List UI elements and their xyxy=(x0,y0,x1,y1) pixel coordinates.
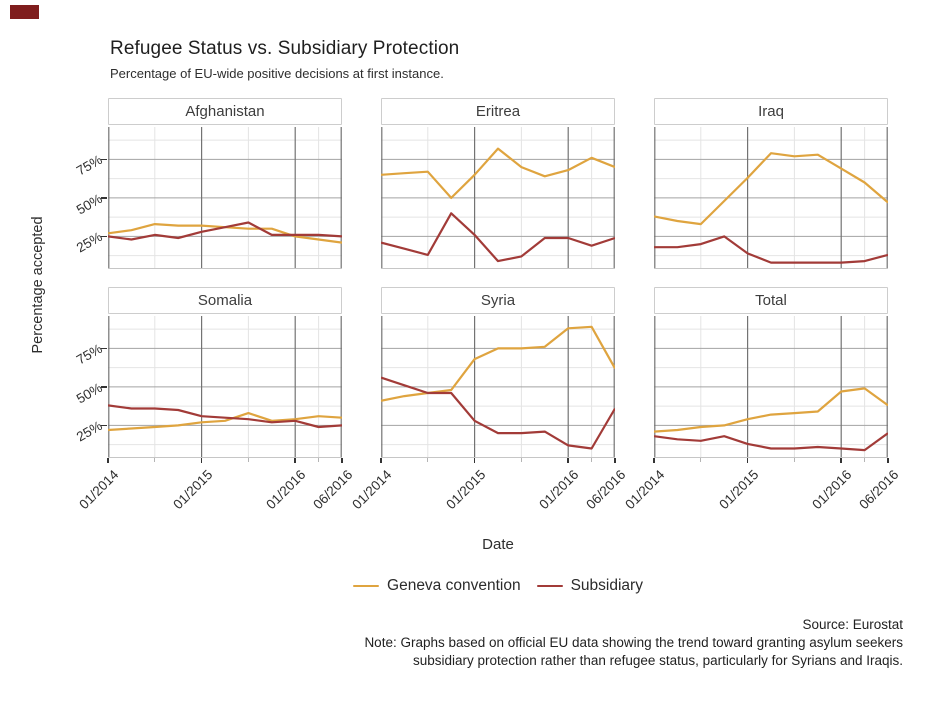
y-tick xyxy=(101,158,107,161)
facet-strip-afghanistan: Afghanistan xyxy=(108,98,342,125)
legend: Geneva convention Subsidiary xyxy=(108,577,888,595)
panel-axis-line xyxy=(654,457,888,458)
facet-strip-syria: Syria xyxy=(381,287,615,314)
line-geneva-somalia xyxy=(108,411,342,432)
x-tick-label: 06/2016 xyxy=(856,467,902,513)
x-minor-tick xyxy=(427,458,429,462)
legend-label-subsidiary: Subsidiary xyxy=(570,577,643,594)
panel-axis-line xyxy=(381,268,615,269)
panel-axis-line xyxy=(381,457,615,458)
x-tick-label: 01/2016 xyxy=(809,467,855,513)
legend-label-geneva: Geneva convention xyxy=(387,577,521,594)
line-subsidiary-syria xyxy=(381,376,615,450)
panel-axis-line xyxy=(654,268,888,269)
facet-panel-somalia xyxy=(108,316,342,457)
x-tick-label: 01/2015 xyxy=(443,467,489,513)
legend-swatch-subsidiary xyxy=(536,584,563,588)
legend-item-subsidiary: Subsidiary xyxy=(536,577,643,595)
x-tick-label: 01/2016 xyxy=(536,467,582,513)
x-minor-tick xyxy=(793,458,795,462)
y-tick-label: 50% xyxy=(73,190,105,218)
x-major-tick xyxy=(746,458,749,463)
y-tick-label: 25% xyxy=(73,229,105,256)
x-minor-tick xyxy=(700,458,702,462)
line-subsidiary-total xyxy=(654,432,888,452)
facet-strip-eritrea: Eritrea xyxy=(381,98,615,125)
x-axis-title: Date xyxy=(482,536,514,553)
facet-strip-total: Total xyxy=(654,287,888,314)
panel-axis-line xyxy=(108,268,342,269)
x-minor-tick xyxy=(520,458,522,462)
x-major-tick xyxy=(473,458,476,463)
x-major-tick xyxy=(200,458,203,463)
x-minor-tick xyxy=(318,458,320,462)
x-tick-label: 01/2015 xyxy=(716,467,762,513)
caption-note-line2: subsidiary protection rather than refuge… xyxy=(413,653,903,669)
x-tick-label: 06/2016 xyxy=(310,467,356,513)
x-major-tick xyxy=(567,458,569,463)
x-minor-tick xyxy=(154,458,156,462)
x-major-tick xyxy=(380,458,382,463)
x-major-tick xyxy=(341,458,343,463)
facet-strip-somalia: Somalia xyxy=(108,287,342,314)
x-minor-tick xyxy=(591,458,593,462)
x-tick-label: 01/2014 xyxy=(76,467,122,513)
line-subsidiary-somalia xyxy=(108,404,342,429)
x-tick-label: 01/2014 xyxy=(349,467,395,513)
x-major-tick xyxy=(614,458,616,463)
facet-panel-eritrea xyxy=(381,127,615,268)
caption: Source: Eurostat Note: Graphs based on o… xyxy=(364,616,903,671)
x-major-tick xyxy=(887,458,889,463)
x-minor-tick xyxy=(247,458,249,462)
x-minor-tick xyxy=(864,458,866,462)
chart-subtitle: Percentage of EU-wide positive decisions… xyxy=(110,66,444,81)
y-tick xyxy=(101,424,107,427)
x-tick-label: 01/2016 xyxy=(263,467,309,513)
chart-title: Refugee Status vs. Subsidiary Protection xyxy=(110,38,460,59)
facet-panel-iraq xyxy=(654,127,888,268)
panel-axis-line xyxy=(108,457,342,458)
caption-note-line1: Note: Graphs based on official EU data s… xyxy=(364,635,903,651)
facet-panel-total xyxy=(654,316,888,457)
x-tick-label: 01/2015 xyxy=(170,467,216,513)
x-major-tick xyxy=(653,458,655,463)
line-geneva-syria xyxy=(381,325,615,402)
facet-panel-syria xyxy=(381,316,615,457)
caption-source: Source: Eurostat xyxy=(802,617,903,632)
line-subsidiary-eritrea xyxy=(381,212,615,263)
y-tick-label: 75% xyxy=(73,152,105,179)
y-tick xyxy=(101,347,107,350)
y-tick xyxy=(101,386,107,388)
line-subsidiary-iraq xyxy=(654,235,888,264)
x-major-tick xyxy=(294,458,296,463)
legend-item-geneva: Geneva convention xyxy=(353,577,521,595)
x-major-tick xyxy=(107,458,109,463)
x-tick-label: 01/2014 xyxy=(622,467,668,513)
y-tick xyxy=(101,235,107,238)
facet-strip-iraq: Iraq xyxy=(654,98,888,125)
line-geneva-eritrea xyxy=(381,147,615,200)
line-geneva-total xyxy=(654,387,888,433)
red-marker xyxy=(10,5,39,19)
y-tick-label: 75% xyxy=(73,341,105,368)
legend-swatch-geneva xyxy=(353,584,380,588)
y-tick xyxy=(101,197,107,199)
y-tick-label: 25% xyxy=(73,418,105,445)
facet-panel-afghanistan xyxy=(108,127,342,268)
line-subsidiary-afghanistan xyxy=(108,221,342,241)
x-major-tick xyxy=(840,458,842,463)
line-geneva-iraq xyxy=(654,152,888,226)
y-tick-label: 50% xyxy=(73,379,105,407)
x-tick-label: 06/2016 xyxy=(583,467,629,513)
